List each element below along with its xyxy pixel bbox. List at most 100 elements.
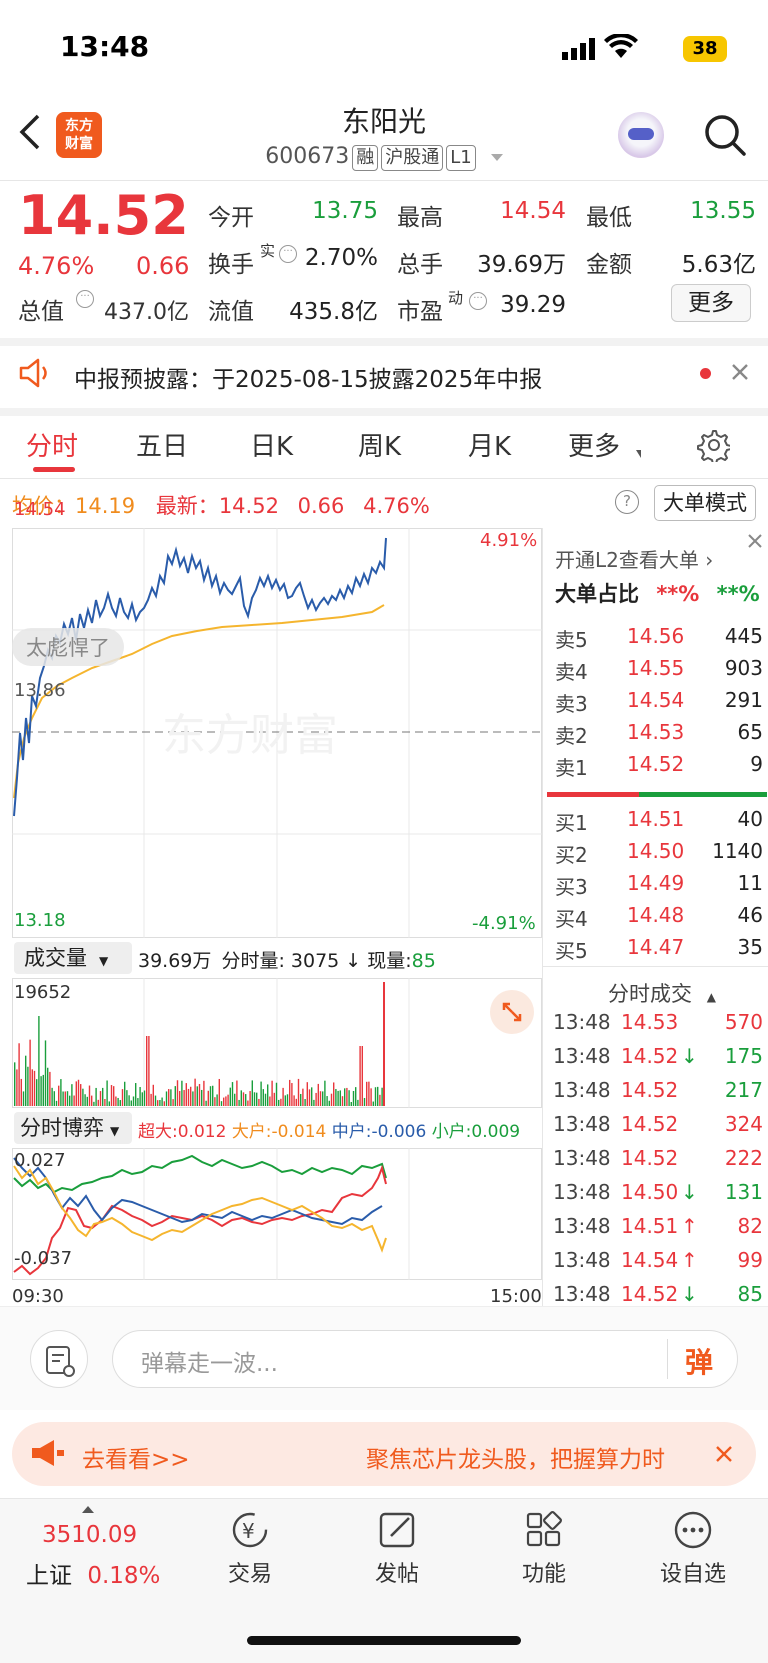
ask-row[interactable]: 卖2 14.53 65 [555, 720, 763, 752]
tab-monthly-k[interactable]: 月K [468, 432, 512, 462]
wifi-icon [604, 32, 638, 64]
tick-row: 13:48 14.52 217 [553, 1078, 763, 1112]
volume-bar [317, 1083, 319, 1106]
ad-banner[interactable]: 去看看>> 聚焦芯片龙头股，把握算力时 [12, 1422, 756, 1486]
bid-row[interactable]: 买2 14.50 1140 [555, 839, 763, 871]
app-logo[interactable]: 东方 财富 [56, 112, 102, 158]
ad-text: 聚焦芯片龙头股，把握算力时 [366, 1447, 665, 1473]
close-icon[interactable] [746, 532, 764, 554]
ask-volume: 9 [750, 752, 763, 776]
volume-bar [36, 1079, 38, 1106]
volume-bar [165, 1091, 168, 1106]
volume-bar [280, 1098, 282, 1106]
volume-bar [128, 1095, 130, 1106]
volume-bar [126, 1090, 128, 1106]
volume-bar [273, 1092, 275, 1106]
latest-value: 14.52 [218, 494, 279, 518]
turnover-value: 2.70% [304, 245, 378, 271]
ask-level: 卖2 [555, 724, 588, 748]
gear-icon[interactable] [696, 428, 732, 466]
ask-row[interactable]: 卖5 14.56 445 [555, 624, 763, 656]
volume-bar [108, 1101, 110, 1106]
capital-flow-chart[interactable] [12, 1148, 542, 1280]
nav-functions[interactable]: 功能 [494, 1508, 594, 1588]
volume-bar [150, 1093, 152, 1106]
index-value[interactable]: 3510.09 [42, 1522, 138, 1548]
tab-five-day[interactable]: 五日 [136, 432, 189, 462]
volume-bar [14, 1062, 16, 1106]
volume-selector[interactable]: 成交量 ▼ [14, 942, 132, 974]
danmaku-bubble: 太彪悍了 [12, 628, 124, 666]
time-axis-end: 15:00 [490, 1286, 542, 1307]
l2-link[interactable]: 开通L2查看大单 › [555, 548, 714, 572]
big-order-mode-button[interactable]: 大单模式 [654, 485, 756, 521]
volume-bar [236, 1080, 238, 1106]
ad-cta[interactable]: 去看看>> [82, 1447, 190, 1473]
robot-avatar-icon[interactable] [618, 112, 664, 158]
volume-bar [379, 1094, 381, 1106]
help-icon[interactable]: ? [615, 490, 639, 514]
volume-chart[interactable] [12, 978, 542, 1108]
tick-price: 14.52 [621, 1078, 679, 1102]
volume-bar [58, 1085, 60, 1106]
tick-direction: ↑ [681, 1214, 698, 1238]
tab-more[interactable]: 更多 [568, 432, 621, 462]
tick-time: 13:48 [553, 1248, 611, 1272]
home-indicator [247, 1636, 521, 1645]
bid-row[interactable]: 买4 14.48 46 [555, 903, 763, 935]
bottom-nav [0, 1498, 768, 1663]
volume-bar [60, 1079, 62, 1106]
tab-daily-k[interactable]: 日K [250, 432, 294, 462]
volume-bar [282, 1087, 284, 1106]
volume-bar [302, 1088, 304, 1106]
y-axis-mid: 13.86 [14, 680, 66, 701]
bid-price: 14.49 [627, 871, 685, 895]
volume-bar [203, 1080, 205, 1106]
info-dot-icon[interactable]: ··· [76, 290, 94, 308]
tick-direction: ↓ [681, 1180, 698, 1204]
send-danmaku-button[interactable]: 弹 [685, 1346, 714, 1379]
tick-row: 13:48 14.51 ↑ 82 [553, 1214, 763, 1248]
volume-bar [242, 1092, 245, 1106]
back-icon[interactable] [18, 112, 42, 156]
tab-weekly-k[interactable]: 周K [358, 432, 402, 462]
pe-sup: 动 [448, 289, 464, 307]
nav-watchlist[interactable]: 设自选 [643, 1508, 743, 1588]
close-icon[interactable] [714, 1444, 734, 1464]
tab-intraday[interactable]: 分时 [26, 432, 79, 462]
ask-row[interactable]: 卖4 14.55 903 [555, 656, 763, 688]
ask-row[interactable]: 卖1 14.52 9 [555, 752, 763, 784]
volume-bar [80, 1084, 82, 1106]
volume-bar [163, 1101, 165, 1106]
open-value: 13.75 [312, 198, 378, 224]
volume-bar [350, 1101, 352, 1106]
bid-row[interactable]: 买3 14.49 11 [555, 871, 763, 903]
nav-post[interactable]: 发帖 [347, 1508, 447, 1588]
expand-icon[interactable] [490, 990, 534, 1034]
change-amount: 0.66 [136, 252, 190, 280]
bid-row[interactable]: 买1 14.51 40 [555, 807, 763, 839]
ask-row[interactable]: 卖3 14.54 291 [555, 688, 763, 720]
tick-volume: 82 [737, 1214, 763, 1238]
search-icon[interactable] [702, 112, 748, 162]
intraday-chart[interactable]: 东方财富 [12, 528, 542, 938]
bid-row[interactable]: 买5 14.47 35 [555, 935, 763, 967]
volume-bar [161, 1097, 163, 1106]
comment-list-icon[interactable] [30, 1330, 88, 1388]
info-dot-icon[interactable]: ··· [469, 292, 487, 310]
close-icon[interactable] [730, 362, 750, 386]
ticks-title[interactable]: 分时成交 ▲ [608, 982, 716, 1006]
nav-trade[interactable]: ¥ 交易 [200, 1508, 300, 1588]
volume-bar [16, 1069, 18, 1106]
ask-volume: 445 [724, 624, 763, 648]
danmaku-input[interactable]: 弹幕走一波... 弹 [112, 1330, 738, 1388]
stock-code-row[interactable]: 600673 融沪股通 L1 [0, 144, 768, 171]
notice-text[interactable]: 中报预披露：于2025-08-15披露2025年中报 [74, 367, 543, 393]
info-dot-icon[interactable]: ··· [279, 245, 297, 263]
bid-price: 14.51 [627, 807, 685, 831]
more-button[interactable]: 更多 [671, 284, 751, 322]
game-selector[interactable]: 分时博弈 ▼ [14, 1112, 132, 1144]
volume-bar [192, 1091, 194, 1106]
volume-bar [341, 1096, 344, 1106]
bid-level: 买2 [555, 843, 588, 867]
